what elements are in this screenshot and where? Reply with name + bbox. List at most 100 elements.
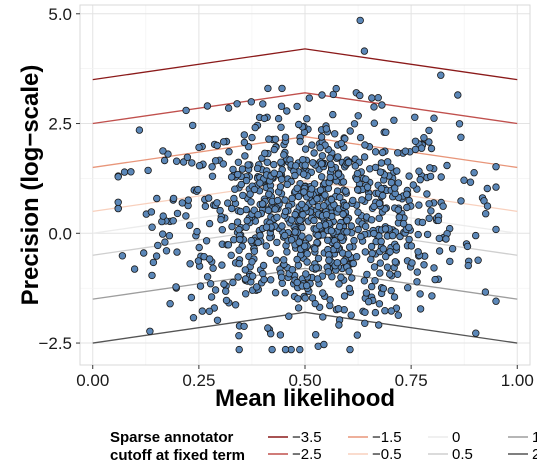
data-point <box>368 94 376 102</box>
data-point <box>227 251 235 259</box>
data-point <box>315 222 324 230</box>
data-point <box>222 296 231 305</box>
data-point <box>317 160 326 168</box>
data-point <box>405 223 413 232</box>
data-point <box>374 93 382 102</box>
data-point <box>377 237 385 246</box>
data-point <box>345 267 353 275</box>
data-point <box>239 191 247 200</box>
data-point <box>457 133 465 141</box>
data-point <box>334 170 343 178</box>
data-point <box>393 270 402 278</box>
data-point <box>234 273 242 281</box>
data-point <box>375 214 383 222</box>
data-point <box>420 133 428 142</box>
data-point <box>235 259 243 268</box>
data-point <box>457 197 465 205</box>
data-point <box>301 145 310 153</box>
data-point <box>312 264 320 272</box>
data-point <box>296 137 304 146</box>
data-point <box>483 202 492 210</box>
data-point <box>337 233 345 241</box>
y-tick-label: 2.5 <box>48 115 72 134</box>
data-point <box>379 284 388 293</box>
data-point <box>270 145 278 154</box>
data-point <box>472 231 480 240</box>
data-point <box>466 178 475 186</box>
data-point <box>224 104 233 112</box>
data-point <box>411 113 419 121</box>
data-point <box>213 316 222 324</box>
data-point <box>166 300 174 308</box>
series-line <box>92 179 518 212</box>
data-point <box>179 158 188 166</box>
data-point <box>277 123 285 131</box>
data-point <box>392 243 401 251</box>
data-point <box>188 159 196 167</box>
legend-label: 0.5 <box>452 446 473 463</box>
scatter-points <box>114 16 500 354</box>
data-point <box>291 228 299 236</box>
data-point <box>302 270 310 278</box>
data-point <box>356 91 364 100</box>
data-point <box>250 185 259 194</box>
data-point <box>114 204 122 213</box>
data-point <box>437 173 445 181</box>
data-point <box>261 149 269 157</box>
data-point <box>169 217 177 225</box>
data-point <box>367 242 376 251</box>
data-point <box>247 98 255 106</box>
data-point <box>382 128 390 136</box>
data-point <box>277 175 286 183</box>
data-point <box>405 235 413 244</box>
data-point <box>220 280 228 288</box>
data-point <box>146 327 154 335</box>
data-point <box>329 90 337 99</box>
data-point <box>492 225 500 234</box>
data-point <box>326 173 334 182</box>
data-point <box>313 275 322 283</box>
data-point <box>303 258 311 266</box>
data-point <box>188 121 197 130</box>
data-point <box>259 270 267 278</box>
data-point <box>147 208 156 216</box>
data-point <box>285 312 293 320</box>
data-point <box>288 216 296 224</box>
data-point <box>435 247 444 255</box>
data-point <box>152 252 161 260</box>
data-point <box>227 204 236 213</box>
data-point <box>158 230 167 238</box>
data-point <box>316 186 325 194</box>
data-point <box>198 307 206 315</box>
data-point <box>229 278 237 287</box>
data-point <box>335 222 344 231</box>
data-point <box>139 249 148 257</box>
data-point <box>195 143 203 152</box>
data-point <box>492 183 500 191</box>
data-point <box>148 271 156 280</box>
data-point <box>233 100 241 108</box>
data-point <box>251 123 259 132</box>
data-point <box>273 213 281 221</box>
data-point <box>387 163 395 171</box>
data-point <box>234 158 243 166</box>
data-point <box>325 256 333 264</box>
data-point <box>317 133 326 141</box>
data-point <box>316 143 324 152</box>
data-point <box>313 195 321 203</box>
data-point <box>360 47 369 55</box>
data-point <box>161 238 169 246</box>
data-point <box>435 234 443 243</box>
data-point <box>314 254 323 263</box>
data-point <box>292 162 300 170</box>
data-point <box>242 223 250 231</box>
data-point <box>439 202 447 210</box>
data-point <box>371 277 379 285</box>
data-point <box>443 161 451 170</box>
data-point <box>208 163 216 171</box>
data-point <box>381 307 389 315</box>
data-point <box>328 273 336 281</box>
data-point <box>301 161 309 169</box>
data-point <box>184 196 192 204</box>
